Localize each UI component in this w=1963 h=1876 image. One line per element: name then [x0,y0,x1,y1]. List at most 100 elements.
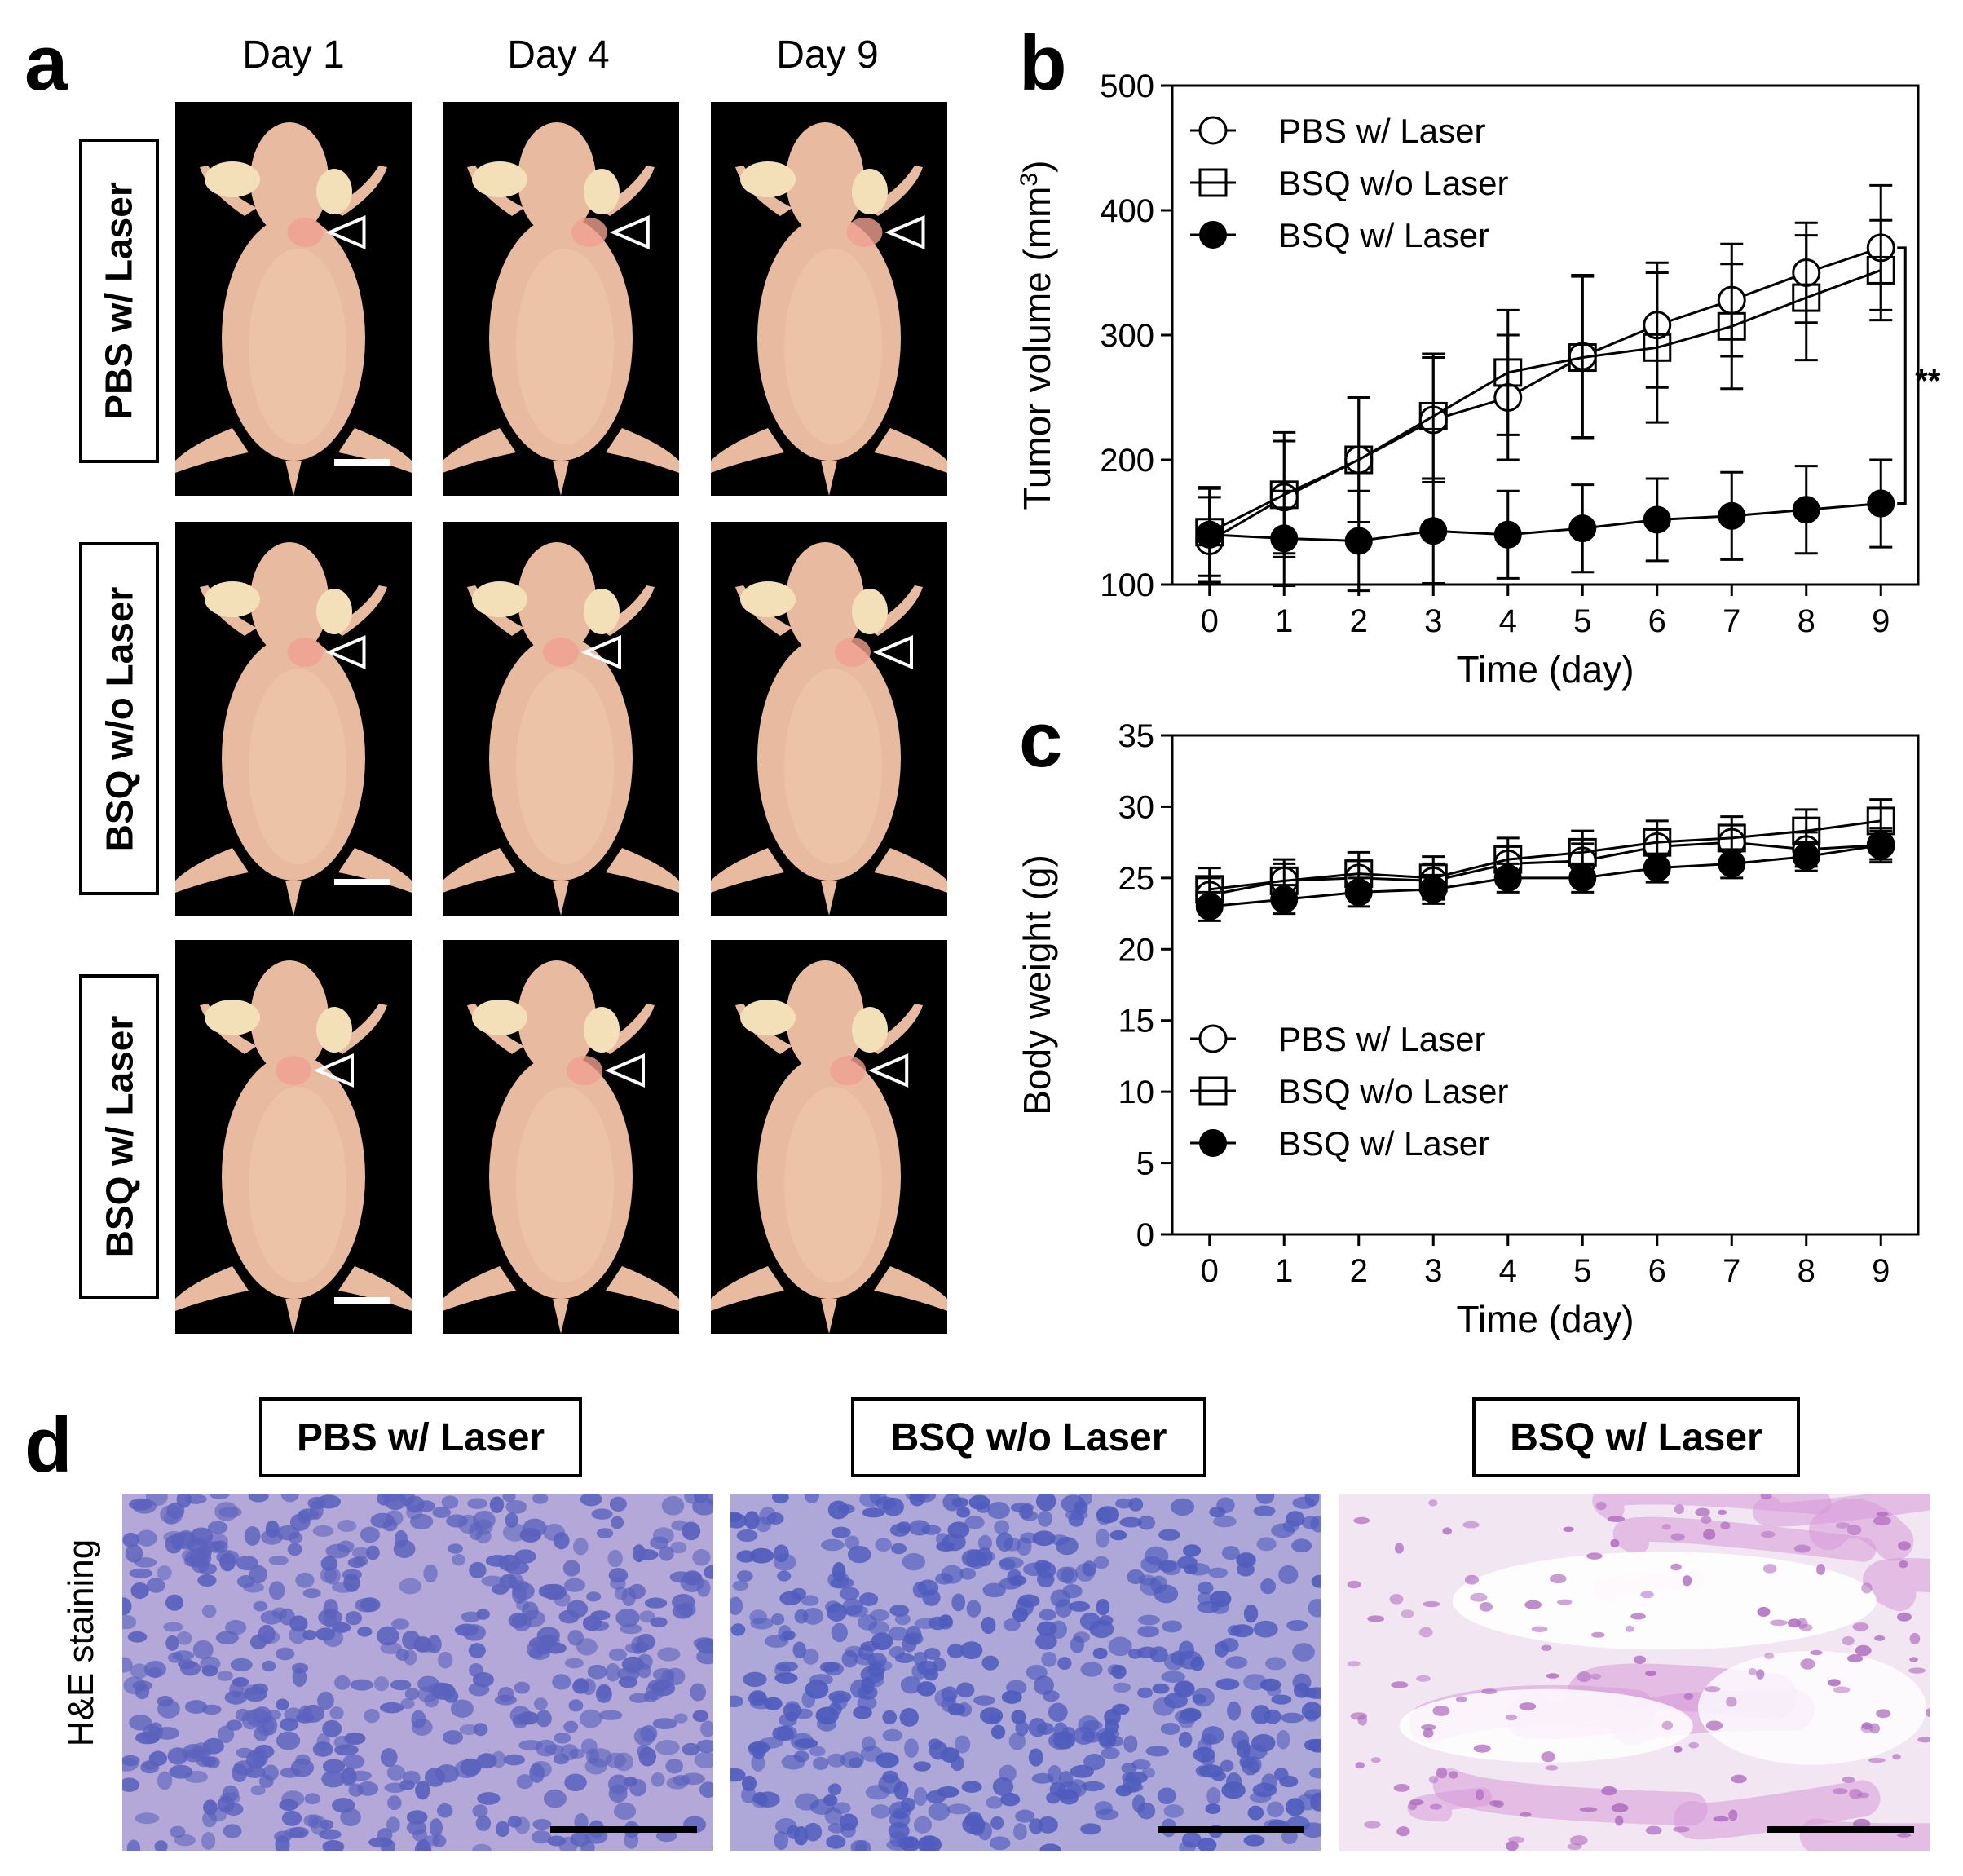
data-point [1717,311,1746,341]
legend-marker [1199,221,1227,249]
y-axis-label: Body weight (g) [1016,854,1058,1115]
panel-c-letter: c [1019,696,1063,784]
x-tick-label: 8 [1798,603,1815,639]
data-point [1867,831,1895,859]
panel-d-letter: d [24,1401,73,1489]
legend-marker [1198,116,1228,145]
y-tick-label: 300 [1100,318,1154,354]
series-filled-circle [1195,829,1895,922]
x-tick-label: 3 [1424,603,1442,639]
y-tick-label: 100 [1100,567,1154,603]
photo-scale-bar [334,1297,390,1304]
x-tick-label: 6 [1648,1253,1666,1289]
panel-a-letter: a [24,20,68,107]
data-point [1866,255,1895,285]
histology-image [122,1494,713,1851]
x-tick-label: 4 [1499,603,1517,639]
data-point [1643,505,1671,534]
photo-scale-bar [334,459,390,466]
y-tick-label: 20 [1118,932,1155,968]
data-point [1270,885,1299,914]
he-staining-label: H&E staining [61,1538,101,1747]
legend-label: PBS w/ Laser [1278,112,1485,150]
series-line [1209,841,1881,897]
panel-b-letter: b [1019,20,1067,107]
x-tick-label: 2 [1350,603,1368,639]
row-label-bsq-laser: BSQ w/ Laser [79,974,159,1299]
mouse-photo [175,522,412,916]
series-line [1208,246,1881,542]
plot-frame [1171,734,1920,1236]
x-tick-label: 0 [1201,1253,1219,1289]
data-point [1867,489,1895,518]
x-tick-label: 8 [1798,1253,1815,1289]
histology-scale-bar [550,1826,697,1833]
data-point [1568,863,1597,892]
legend-label: BSQ w/o Laser [1278,164,1508,202]
significance-label: ** [1915,364,1941,399]
histology-label-pbs-laser: PBS w/ Laser [259,1397,582,1477]
legend-marker [1198,1076,1228,1106]
data-point [1418,401,1448,430]
mouse-photo [711,940,947,1334]
x-axis-label: Time (day) [1456,648,1634,691]
y-tick-label: 35 [1118,718,1155,754]
series-open-circle [1195,823,1895,914]
x-tick-label: 1 [1275,603,1293,639]
significance-bracket [1897,246,1907,505]
mouse-photo [711,102,947,496]
series-open-square [1195,218,1895,577]
y-tick-label: 15 [1118,1004,1155,1040]
data-point [1195,520,1224,549]
mouse-photo [443,102,679,496]
y-axis-label: Tumor volume (mm3) [1016,160,1059,510]
legend: PBS w/ Laser BSQ w/o Laser BSQ w/ Laser [1190,1020,1508,1163]
data-point [1493,863,1522,892]
histology-label-bsq-no-laser: BSQ w/o Laser [851,1397,1206,1477]
data-point [1493,358,1523,387]
mouse-photo [175,102,412,496]
day-label-9: Day 9 [776,33,879,77]
photo-scale-bar [334,879,390,885]
legend-label: BSQ w/ Laser [1278,216,1489,254]
data-point [1270,524,1299,553]
data-point [1419,875,1448,903]
data-point [1493,520,1522,549]
day-label-1: Day 1 [242,33,345,77]
data-point [1718,501,1746,530]
histology-scale-bar [1767,1826,1914,1833]
data-point [1643,854,1671,882]
x-tick-label: 6 [1648,603,1666,639]
data-point [1568,514,1597,543]
y-tick-label: 0 [1136,1217,1154,1253]
x-tick-label: 5 [1573,1253,1591,1289]
legend-label: BSQ w/ Laser [1278,1124,1489,1163]
x-tick-label: 7 [1723,1253,1740,1289]
legend-marker [1198,1024,1228,1053]
data-point [1718,850,1746,878]
y-tick-label: 25 [1118,861,1155,897]
x-tick-label: 2 [1350,1253,1368,1289]
y-tick-label: 5 [1136,1146,1154,1182]
x-tick-label: 0 [1201,603,1219,639]
row-label-pbs-laser: PBS w/ Laser [79,139,159,463]
mouse-photo [443,940,679,1334]
histology-scale-bar [1158,1826,1304,1833]
x-tick-label: 4 [1499,1253,1517,1289]
legend-marker [1198,168,1228,197]
data-point [1344,878,1373,907]
x-axis-label: Time (day) [1456,1298,1634,1340]
histology-label-bsq-laser: BSQ w/ Laser [1472,1397,1800,1477]
x-tick-label: 7 [1723,603,1740,639]
legend-label: BSQ w/o Laser [1278,1072,1508,1110]
data-point [1344,527,1373,555]
legend: PBS w/ Laser BSQ w/o Laser BSQ w/ Laser [1190,112,1508,254]
mouse-photo [443,522,679,916]
series-line [1209,269,1881,534]
series-line [1209,819,1881,891]
mouse-photo [175,940,412,1334]
series-open-square [1195,798,1895,912]
tumor-volume-chart: 100 200 300 400 500 0 1 2 3 4 5 6 7 8 9 Time (day) Tumor… [1016,68,1941,691]
x-tick-label: 3 [1424,1253,1442,1289]
day-label-4: Day 4 [507,33,610,77]
